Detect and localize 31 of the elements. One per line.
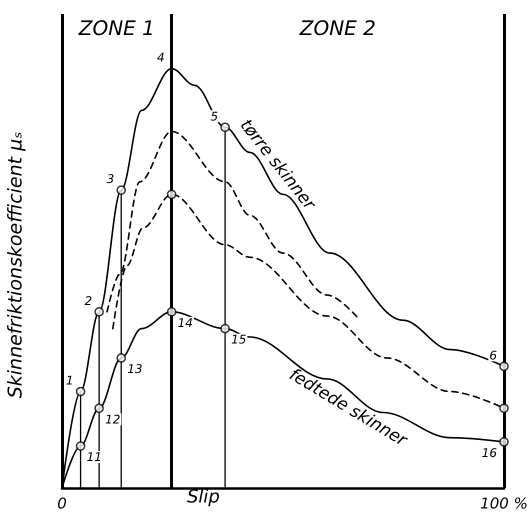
annotation: 2	[84, 294, 92, 308]
annotation: 16	[482, 446, 498, 460]
y-axis-title: Skinnefriktionskoefficient μₛ	[4, 132, 26, 398]
annotation: 3	[106, 172, 114, 186]
annotation: 4	[156, 50, 165, 65]
point	[116, 353, 126, 363]
annotation: 11	[86, 450, 102, 464]
point	[166, 307, 176, 317]
point	[220, 122, 230, 132]
point	[94, 307, 104, 317]
x-tick-label: 100 %	[480, 494, 528, 512]
point	[499, 437, 509, 447]
annotation: 1	[66, 374, 74, 388]
annotation: 6	[489, 348, 498, 362]
x-axis-title: Slip	[187, 486, 220, 508]
annotation: 15	[231, 332, 246, 347]
point	[76, 386, 86, 396]
x-tick-label: 0	[57, 494, 67, 512]
annotation: 5	[210, 109, 218, 124]
point	[220, 324, 230, 334]
point	[94, 404, 104, 414]
text: ZONE 2	[298, 16, 376, 40]
point	[116, 185, 126, 195]
point	[76, 441, 86, 451]
point	[166, 190, 176, 200]
text: ZONE 1	[78, 16, 155, 40]
annotation: 14	[178, 316, 193, 330]
point	[499, 362, 509, 372]
annotation: 12	[105, 412, 120, 426]
annotation: 13	[127, 362, 143, 376]
point	[499, 404, 509, 414]
